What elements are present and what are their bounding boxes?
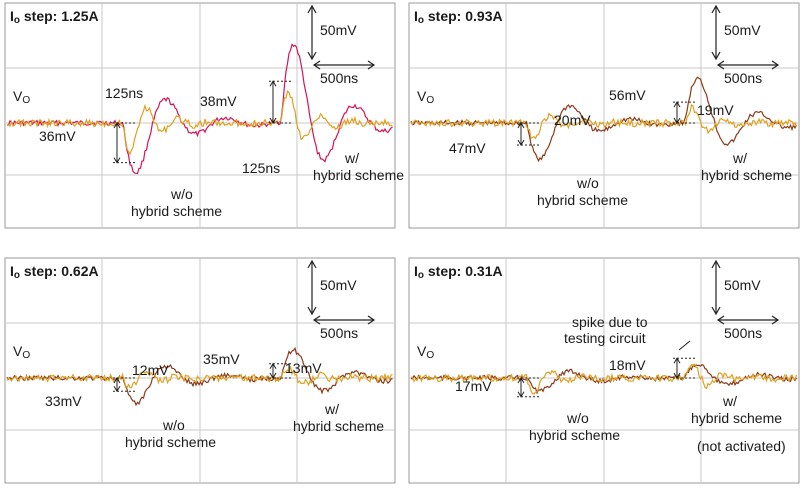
annotation-overshoot: 18mV	[609, 357, 646, 373]
scale-v-arrowhead-top	[711, 4, 721, 14]
marker-undershoot-arrow-head-b	[517, 139, 525, 146]
legend-without-line1: w/o	[162, 417, 185, 433]
annotation-overshoot-wo: 56mV	[609, 87, 646, 103]
marker-overshoot-arrow-head-b	[673, 372, 681, 379]
trace-without-hybrid	[410, 76, 798, 163]
marker-undershoot-arrow-head-a	[113, 377, 121, 384]
annotation-undershoot: 36mV	[39, 128, 76, 144]
scale-time-label: 500ns	[320, 325, 358, 341]
legend-without-line2: hybrid scheme	[529, 427, 620, 443]
annotation-undershoot-w: 12mV	[132, 362, 169, 378]
marker-overshoot-arrow-head-b	[269, 372, 277, 379]
trace-with-hybrid	[410, 363, 798, 395]
annotation-undershoot-wo: 33mV	[45, 393, 82, 409]
scope-panel-2: Io step: 0.93A50mV500nsVO47mV20mV56mV19m…	[408, 2, 800, 229]
marker-undershoot-arrow-head-a	[517, 122, 525, 129]
panel-title: Io step: 0.31A	[414, 263, 503, 281]
scale-t-arrowhead-left	[312, 315, 321, 325]
legend-with-line2: hybrid scheme	[701, 167, 792, 183]
marker-overshoot-arrow-head-b	[269, 117, 277, 124]
scale-t-arrowhead-right	[771, 60, 780, 70]
scale-t-arrowhead-left	[716, 315, 725, 325]
legend-without-line1: w/o	[566, 410, 589, 426]
legend-without-line2: hybrid scheme	[125, 434, 216, 450]
legend-without-line2: hybrid scheme	[131, 203, 222, 219]
annotation-overshoot-w: 13mV	[285, 360, 322, 376]
marker-overshoot-arrow-head-a	[269, 362, 277, 369]
trace-with-hybrid	[6, 90, 393, 156]
annotation-overshoot-w: 19mV	[697, 102, 734, 118]
scale-v-arrowhead-top	[307, 259, 317, 269]
trace-without-hybrid	[410, 364, 798, 395]
scale-time-label: 500ns	[724, 325, 762, 341]
marker-undershoot-arrow-head-a	[517, 377, 525, 384]
marker-undershoot-arrow-head-b	[517, 391, 525, 398]
marker-overshoot-arrow-head-b	[673, 117, 681, 124]
scope-panel-3: Io step: 0.62A50mV500nsVO33mV12mV35mV13m…	[4, 257, 396, 484]
marker-overshoot-arrow-head-a	[269, 80, 277, 87]
panel-title: Io step: 0.62A	[10, 263, 99, 281]
spike-note-line2: testing circuit	[564, 330, 646, 346]
scale-t-arrowhead-left	[716, 60, 725, 70]
annotation-undershoot-wo: 47mV	[449, 140, 486, 156]
legend-with-line2: hybrid scheme	[313, 167, 404, 183]
trace-with-hybrid	[6, 366, 393, 389]
annotation-undershoot: 17mV	[455, 378, 492, 394]
spike-note-arrow	[678, 340, 691, 351]
trace-with-hybrid	[410, 103, 798, 140]
scale-volt-label: 50mV	[320, 22, 357, 38]
marker-overshoot-arrow-head-a	[673, 357, 681, 364]
scale-volt-label: 50mV	[724, 22, 761, 38]
panel-title: Io step: 0.93A	[414, 8, 503, 26]
legend-with-line1: w/	[324, 401, 339, 417]
scale-v-arrowhead-bottom	[307, 306, 317, 316]
marker-overshoot-arrow-head-a	[673, 101, 681, 108]
annotation-overshoot-wo: 35mV	[203, 351, 240, 367]
scale-v-arrowhead-bottom	[711, 306, 721, 316]
scale-time-label: 500ns	[320, 70, 358, 86]
scale-v-arrowhead-bottom	[711, 51, 721, 61]
legend-without-line2: hybrid scheme	[537, 192, 628, 208]
legend-with-line2: hybrid scheme	[293, 418, 384, 434]
legend-with-line1: w/	[344, 150, 359, 166]
marker-undershoot-arrow-head-b	[113, 385, 121, 393]
legend-with-line1: w/	[722, 393, 737, 409]
scale-volt-label: 50mV	[320, 277, 357, 293]
scale-v-arrowhead-top	[307, 4, 317, 14]
annotation-fall-time: 125ns	[242, 160, 280, 176]
annotation-rise-time: 125ns	[105, 85, 143, 101]
legend-note: (not activated)	[697, 438, 786, 454]
scale-t-arrowhead-right	[771, 315, 780, 325]
annotation-overshoot: 38mV	[200, 93, 237, 109]
scale-t-arrowhead-left	[312, 60, 321, 70]
panel-title: Io step: 1.25A	[10, 8, 99, 26]
annotation-undershoot-w: 20mV	[554, 112, 591, 128]
legend-without-line1: w/o	[170, 186, 193, 202]
scale-volt-label: 50mV	[724, 277, 761, 293]
legend-without-line1: w/o	[576, 175, 599, 191]
legend-with-line1: w/	[732, 150, 747, 166]
marker-undershoot-arrow-head-a	[113, 122, 121, 129]
spike-note-line1: spike due to	[572, 314, 648, 330]
scale-t-arrowhead-right	[367, 60, 376, 70]
scale-t-arrowhead-right	[367, 315, 376, 325]
scale-v-arrowhead-top	[711, 259, 721, 269]
scale-time-label: 500ns	[724, 70, 762, 86]
scale-v-arrowhead-bottom	[307, 51, 317, 61]
legend-with-line2: hybrid scheme	[691, 410, 782, 426]
marker-undershoot-arrow-head-b	[113, 157, 121, 164]
